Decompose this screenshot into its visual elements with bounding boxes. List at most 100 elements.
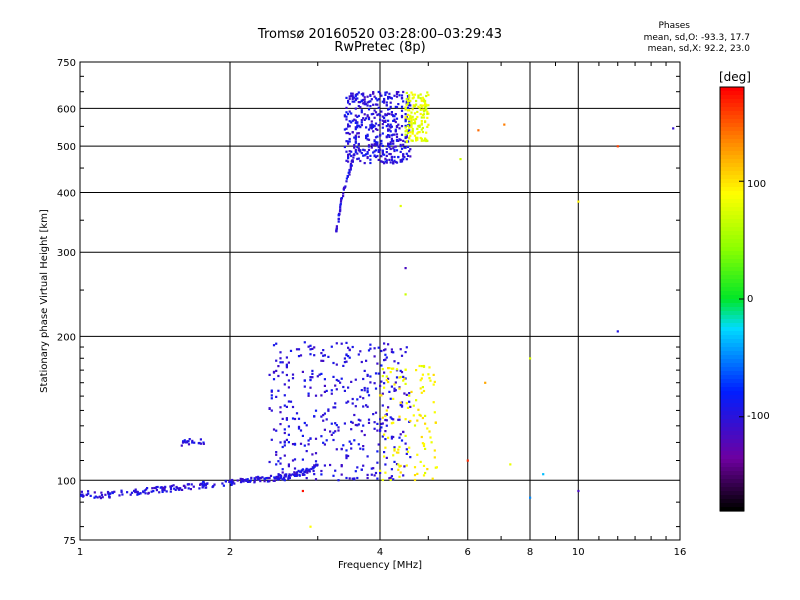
- data-point: [413, 105, 417, 108]
- data-point: [279, 423, 282, 426]
- data-point: [111, 491, 114, 495]
- y-tick-label: 600: [57, 104, 76, 115]
- data-point: [283, 479, 286, 482]
- data-point: [387, 436, 390, 439]
- data-point: [393, 360, 396, 363]
- data-point: [144, 492, 147, 495]
- data-point: [404, 351, 407, 354]
- colorbar-segment: [720, 95, 744, 100]
- data-point: [402, 139, 405, 142]
- data-point: [330, 392, 333, 395]
- y-tick-label: 300: [57, 248, 76, 259]
- data-point: [395, 95, 399, 98]
- data-point: [398, 465, 401, 468]
- data-point: [431, 477, 434, 480]
- data-point: [345, 454, 348, 457]
- data-point: [402, 379, 405, 382]
- colorbar-segment: [720, 359, 744, 364]
- data-point: [275, 453, 278, 456]
- data-point: [305, 450, 308, 453]
- data-point: [354, 134, 357, 137]
- data-point: [293, 467, 297, 470]
- data-point: [339, 204, 342, 207]
- data-point: [147, 491, 150, 494]
- data-point: [307, 392, 310, 395]
- data-point: [347, 123, 350, 126]
- data-point: [376, 362, 379, 365]
- data-point: [373, 421, 376, 424]
- data-point: [353, 144, 356, 147]
- data-point: [409, 104, 412, 107]
- data-point: [369, 161, 372, 165]
- data-point: [383, 99, 386, 102]
- data-point: [345, 140, 348, 143]
- data-point: [412, 404, 415, 407]
- data-point: [369, 347, 372, 350]
- data-point: [309, 378, 312, 381]
- colorbar-segment: [720, 103, 744, 108]
- colorbar-segment: [720, 291, 744, 296]
- data-point: [409, 148, 412, 151]
- data-point: [146, 487, 149, 490]
- data-point: [409, 131, 412, 134]
- data-point: [425, 94, 428, 98]
- colorbar-segment: [720, 363, 744, 368]
- data-point: [384, 358, 387, 361]
- data-point: [404, 418, 407, 421]
- data-point: [356, 424, 359, 427]
- data-point: [287, 379, 290, 382]
- data-point: [106, 490, 110, 494]
- data-point: [367, 349, 371, 352]
- data-point: [332, 406, 335, 409]
- colorbar-segment: [720, 107, 744, 112]
- colorbar-segment: [720, 307, 744, 312]
- data-point: [347, 355, 350, 358]
- data-point: [390, 158, 393, 161]
- data-point: [376, 141, 379, 144]
- data-point: [404, 116, 407, 119]
- data-point: [404, 113, 407, 116]
- colorbar-segment: [720, 507, 744, 512]
- data-point: [385, 379, 388, 382]
- data-point: [366, 133, 369, 136]
- data-point: [370, 120, 373, 123]
- colorbar-segment: [720, 371, 744, 376]
- data-point: [387, 144, 390, 147]
- data-point: [383, 342, 386, 345]
- data-point: [418, 131, 421, 134]
- data-point: [320, 435, 323, 438]
- data-point: [420, 99, 423, 102]
- data-point: [362, 377, 365, 381]
- data-point: [433, 449, 436, 452]
- data-point: [354, 114, 357, 117]
- data-point: [387, 123, 390, 126]
- data-point: [367, 100, 371, 103]
- data-point: [163, 489, 166, 492]
- data-point: [339, 208, 342, 211]
- data-point: [392, 397, 395, 400]
- data-point: [395, 133, 399, 136]
- colorbar-segment: [720, 167, 744, 172]
- data-point: [387, 406, 390, 409]
- data-point: [379, 118, 382, 121]
- data-point: [354, 149, 357, 152]
- data-point: [397, 123, 400, 126]
- data-point: [180, 444, 183, 447]
- data-point: [359, 350, 362, 353]
- data-point: [406, 102, 410, 105]
- data-point: [394, 381, 397, 384]
- data-point: [384, 430, 387, 433]
- data-point: [303, 444, 306, 447]
- data-point: [172, 484, 175, 487]
- data-point: [422, 444, 426, 447]
- data-point: [397, 448, 400, 451]
- data-point: [418, 364, 421, 368]
- chart-subtitle: RwPretec (8p): [334, 40, 426, 55]
- data-point: [366, 104, 369, 107]
- data-point: [351, 96, 354, 99]
- data-point: [307, 439, 310, 442]
- data-point: [416, 419, 419, 422]
- data-point: [201, 482, 204, 485]
- data-point: [279, 474, 282, 477]
- data-point: [350, 428, 353, 431]
